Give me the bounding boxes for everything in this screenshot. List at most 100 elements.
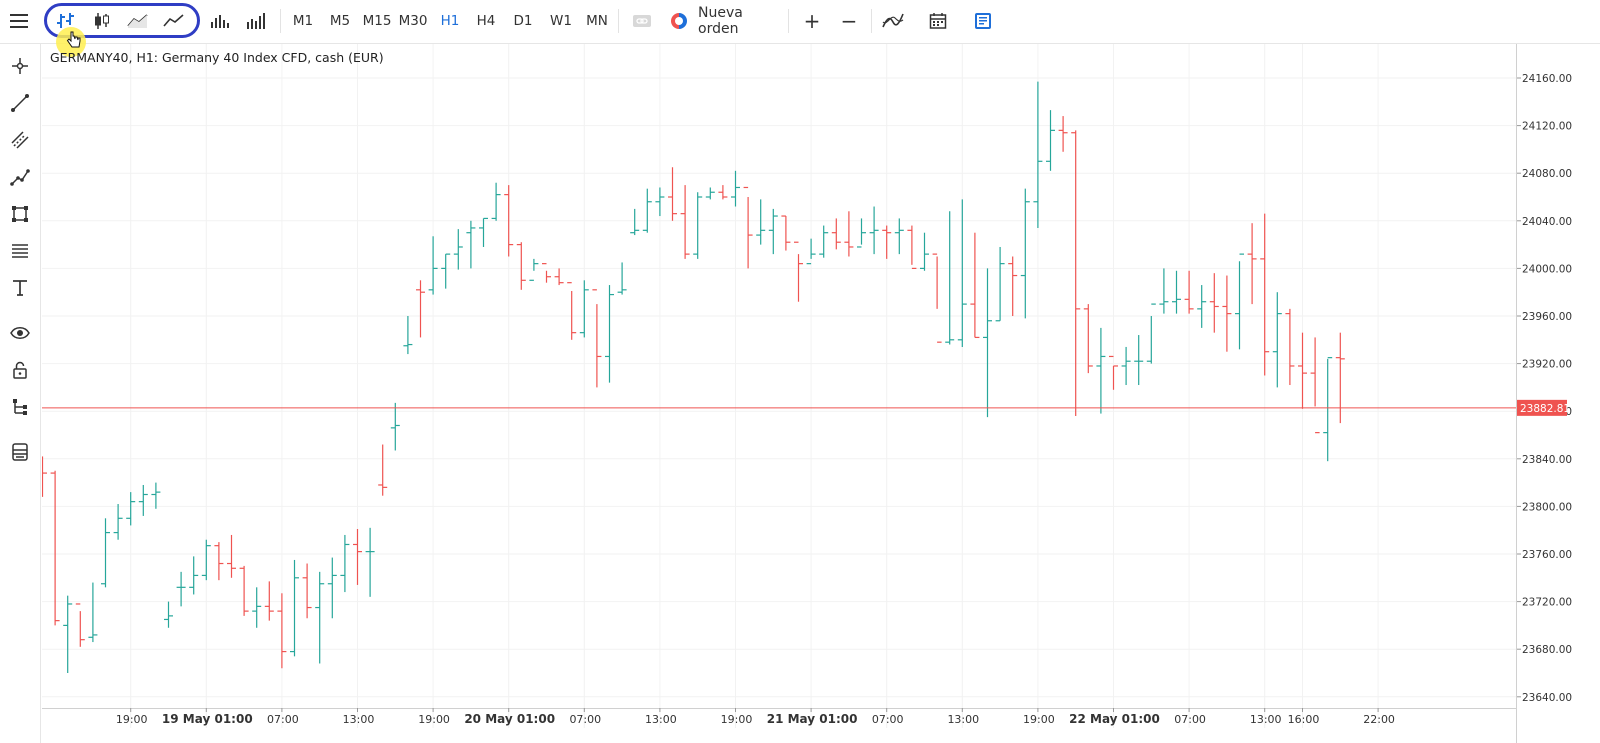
- ohlc-bar: [189, 556, 199, 595]
- area-chart-icon[interactable]: [160, 6, 188, 36]
- ohlc-bar: [781, 215, 791, 251]
- price-tick-label: 23960.00: [1522, 311, 1572, 323]
- calendar-icon[interactable]: [924, 6, 952, 36]
- time-tick-label: 19:00: [418, 713, 450, 726]
- ohlc-bar: [768, 208, 778, 255]
- ohlc-bar: [668, 167, 677, 221]
- timeframe-w1[interactable]: W1: [550, 13, 572, 29]
- ohlc-bar: [1247, 223, 1257, 305]
- time-tick-label: 20 May 01:00: [464, 712, 555, 726]
- hand-cursor-icon: [66, 30, 82, 54]
- indicators-icon[interactable]: [879, 6, 907, 36]
- ohlc-bar: [1285, 308, 1295, 386]
- toolbar-separator: [280, 9, 281, 33]
- ohlc-bar: [542, 263, 551, 283]
- ohlc-bar: [101, 518, 110, 588]
- time-tick-label: 19:00: [116, 713, 148, 726]
- price-tick-label: 23840.00: [1522, 454, 1572, 466]
- ohlc-bar: [1197, 285, 1207, 328]
- timeframe-m1[interactable]: M1: [292, 13, 314, 29]
- ohlc-bar: [88, 582, 98, 643]
- new-order-button[interactable]: Nueva orden: [670, 5, 780, 37]
- fibonacci-icon[interactable]: [8, 239, 32, 263]
- shapes-icon[interactable]: [8, 202, 32, 226]
- price-tick-label: 23760.00: [1522, 549, 1572, 561]
- ohlc-bar: [378, 444, 388, 496]
- crosshair-icon[interactable]: [8, 54, 32, 78]
- timeframe-mn[interactable]: MN: [586, 13, 608, 29]
- time-tick-label: 07:00: [872, 713, 904, 726]
- time-tick-label: 16:00: [1288, 713, 1320, 726]
- zoom-out-button[interactable]: −: [840, 9, 858, 33]
- time-axis[interactable]: 19:00 19 May 01:00 07:00 13:00 19:00 20 May 0…: [42, 708, 1516, 743]
- timeframe-m5[interactable]: M5: [329, 13, 351, 29]
- object-tree-icon[interactable]: [8, 395, 32, 419]
- zoom-in-button[interactable]: +: [803, 9, 821, 33]
- ohlc-bar: [239, 565, 249, 616]
- ohlc-bar: [327, 557, 337, 619]
- lock-icon[interactable]: [8, 358, 32, 382]
- drawing-toolbar: [0, 44, 41, 743]
- layers-icon[interactable]: [8, 440, 32, 464]
- price-tick-label: 23920.00: [1522, 359, 1572, 371]
- volume-bars-icon[interactable]: [206, 6, 234, 36]
- ohlc-bar: [945, 211, 955, 345]
- ohlc-bar: [617, 262, 627, 295]
- ohlc-bar: [592, 289, 602, 388]
- price-axis[interactable]: 24160.00 24120.00 24080.00 24040.00 24000.00…: [1516, 44, 1600, 743]
- ohlc-bar: [264, 581, 274, 621]
- price-chart[interactable]: [42, 44, 1516, 728]
- ohlc-bar: [453, 229, 463, 270]
- timeframe-h1[interactable]: H1: [440, 13, 460, 29]
- timeframe-h4[interactable]: H4: [476, 13, 496, 29]
- time-tick-label: 21 May 01:00: [767, 712, 858, 726]
- price-tick-label: 23800.00: [1522, 501, 1572, 513]
- ohlc-bar: [1172, 270, 1181, 314]
- ohlc-bar: [1146, 303, 1156, 364]
- text-icon[interactable]: [8, 276, 32, 300]
- price-tick-label: 23680.00: [1522, 644, 1572, 656]
- ohlc-bar: [164, 601, 173, 628]
- ohlc-bar: [567, 282, 577, 340]
- timeframe-d1[interactable]: D1: [513, 13, 533, 29]
- ohlc-bar: [1298, 332, 1307, 409]
- candles-chart-icon[interactable]: [88, 6, 116, 36]
- ohlc-bar: [1260, 213, 1270, 376]
- ohlc-bar: [630, 208, 640, 236]
- ohlc-bar: [151, 482, 161, 509]
- time-tick-label: 19:00: [1023, 713, 1055, 726]
- ohlc-bar: [1310, 337, 1320, 434]
- ohlc-bar: [214, 542, 224, 581]
- volume-profile-icon[interactable]: [242, 6, 270, 36]
- time-tick-label: 13:00: [1250, 713, 1282, 726]
- ohlc-bar: [731, 170, 740, 207]
- price-tick-label: 23640.00: [1522, 692, 1572, 704]
- channel-icon[interactable]: [8, 128, 32, 152]
- timeframe-m15[interactable]: M15: [362, 13, 392, 29]
- ohlc-bar: [1020, 188, 1030, 319]
- ohlc-bar: [1058, 116, 1068, 152]
- bars-chart-icon[interactable]: [52, 6, 80, 36]
- link-icon[interactable]: [628, 6, 656, 36]
- ohlc-bar: [403, 316, 413, 355]
- ohlc-bar: [1083, 304, 1093, 374]
- ohlc-bar: [983, 268, 992, 418]
- hamburger-menu-icon[interactable]: [6, 6, 34, 36]
- ohlc-bar: [894, 218, 904, 255]
- line-chart-icon[interactable]: [124, 6, 152, 36]
- ohlc-bar: [227, 534, 236, 578]
- ohlc-bar: [1209, 273, 1219, 333]
- ohlc-bar: [42, 456, 47, 497]
- top-toolbar: M1 M5 M15 M30 H1 H4 D1 W1 MN Nueva orden…: [0, 0, 1600, 44]
- time-tick-label: 22 May 01:00: [1069, 712, 1160, 726]
- ohlc-bar: [479, 217, 488, 247]
- visibility-icon[interactable]: [8, 321, 32, 345]
- template-icon[interactable]: [969, 6, 997, 36]
- trend-line-icon[interactable]: [8, 91, 32, 115]
- ohlc-bar: [605, 285, 614, 383]
- timeframe-m30[interactable]: M30: [398, 13, 428, 29]
- ohlc-bar: [1335, 332, 1345, 424]
- ohlc-bar: [441, 253, 451, 289]
- ohlc-bar: [718, 185, 728, 200]
- polyline-icon[interactable]: [8, 165, 32, 189]
